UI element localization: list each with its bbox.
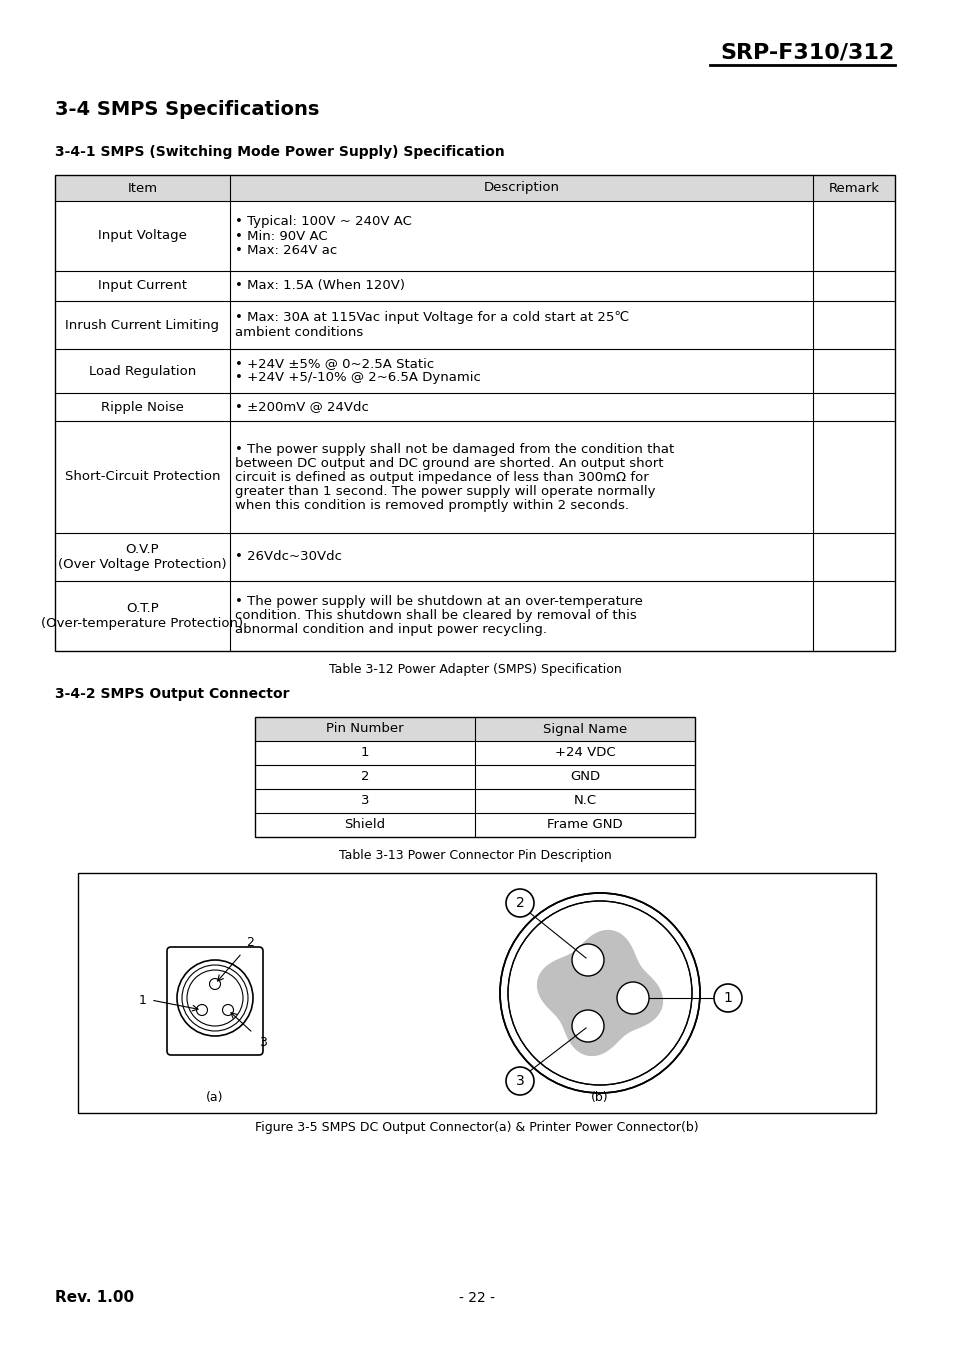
Text: (a): (a) [206, 1092, 224, 1104]
Text: 2: 2 [515, 896, 524, 910]
Text: GND: GND [569, 771, 599, 783]
Bar [78, 873, 875, 1112]
Text: circuit is defined as output impedance of less than 300mΩ for: circuit is defined as output impedance o… [234, 471, 648, 483]
Text: Short-Circuit Protection: Short-Circuit Protection [65, 471, 220, 483]
Bar [254, 717, 695, 741]
Text: greater than 1 second. The power supply will operate normally: greater than 1 second. The power supply … [234, 485, 655, 498]
Text: Input Current: Input Current [98, 279, 187, 293]
Text: Ripple Noise: Ripple Noise [101, 401, 184, 413]
Text: Table 3-13 Power Connector Pin Description: Table 3-13 Power Connector Pin Descripti… [338, 849, 611, 861]
Text: O.V.P
(Over Voltage Protection): O.V.P (Over Voltage Protection) [58, 543, 227, 571]
Text: • The power supply will be shutdown at an over-temperature: • The power supply will be shutdown at a… [234, 595, 642, 609]
Circle shape [505, 890, 534, 917]
Bar [254, 717, 695, 837]
Text: Remark: Remark [827, 181, 879, 194]
Bar [55, 176, 894, 201]
Text: • +24V +5/-10% @ 2~6.5A Dynamic: • +24V +5/-10% @ 2~6.5A Dynamic [234, 371, 480, 385]
Text: 3-4 SMPS Specifications: 3-4 SMPS Specifications [55, 100, 319, 119]
Text: (b): (b) [591, 1092, 608, 1104]
Text: • Max: 264V ac: • Max: 264V ac [234, 243, 337, 256]
Text: Item: Item [128, 181, 157, 194]
Circle shape [222, 1004, 233, 1015]
Circle shape [196, 1004, 208, 1015]
Text: • Typical: 100V ~ 240V AC: • Typical: 100V ~ 240V AC [234, 216, 412, 228]
Circle shape [505, 1066, 534, 1095]
Text: 3: 3 [360, 795, 369, 807]
Text: Frame GND: Frame GND [547, 818, 622, 832]
Text: 2: 2 [360, 771, 369, 783]
Text: abnormal condition and input power recycling.: abnormal condition and input power recyc… [234, 624, 546, 636]
Circle shape [510, 903, 689, 1083]
Text: Pin Number: Pin Number [326, 722, 403, 736]
Text: ambient conditions: ambient conditions [234, 325, 363, 339]
Text: - 22 -: - 22 - [458, 1291, 495, 1305]
Text: Figure 3-5 SMPS DC Output Connector(a) & Printer Power Connector(b): Figure 3-5 SMPS DC Output Connector(a) &… [254, 1122, 699, 1134]
Circle shape [617, 981, 648, 1014]
Text: 1: 1 [139, 994, 147, 1007]
Text: condition. This shutdown shall be cleared by removal of this: condition. This shutdown shall be cleare… [234, 609, 636, 622]
Text: • 26Vdc~30Vdc: • 26Vdc~30Vdc [234, 551, 341, 563]
Text: 1: 1 [722, 991, 732, 1004]
Text: between DC output and DC ground are shorted. An output short: between DC output and DC ground are shor… [234, 456, 662, 470]
Text: Signal Name: Signal Name [542, 722, 626, 736]
Text: 3: 3 [259, 1037, 267, 1049]
Text: 3: 3 [515, 1075, 524, 1088]
Text: • +24V ±5% @ 0~2.5A Static: • +24V ±5% @ 0~2.5A Static [234, 358, 434, 370]
Circle shape [572, 944, 603, 976]
Text: Load Regulation: Load Regulation [89, 364, 196, 378]
Text: Table 3-12 Power Adapter (SMPS) Specification: Table 3-12 Power Adapter (SMPS) Specific… [328, 663, 620, 675]
Text: Inrush Current Limiting: Inrush Current Limiting [66, 319, 219, 332]
Text: • Min: 90V AC: • Min: 90V AC [234, 230, 327, 243]
Text: 1: 1 [360, 747, 369, 760]
Circle shape [210, 979, 220, 990]
Circle shape [713, 984, 741, 1012]
Text: • Max: 30A at 115Vac input Voltage for a cold start at 25℃: • Max: 30A at 115Vac input Voltage for a… [234, 312, 629, 324]
Text: Input Voltage: Input Voltage [98, 230, 187, 243]
Text: Shield: Shield [344, 818, 385, 832]
Text: • The power supply shall not be damaged from the condition that: • The power supply shall not be damaged … [234, 443, 674, 455]
Text: Rev. 1.00: Rev. 1.00 [55, 1291, 134, 1305]
Text: • Max: 1.5A (When 120V): • Max: 1.5A (When 120V) [234, 279, 405, 293]
Text: SRP-F310/312: SRP-F310/312 [720, 42, 894, 62]
Text: 3-4-1 SMPS (Switching Mode Power Supply) Specification: 3-4-1 SMPS (Switching Mode Power Supply)… [55, 144, 504, 159]
FancyBboxPatch shape [167, 946, 263, 1054]
Text: when this condition is removed promptly within 2 seconds.: when this condition is removed promptly … [234, 498, 628, 512]
Circle shape [572, 1010, 603, 1042]
Text: 3-4-2 SMPS Output Connector: 3-4-2 SMPS Output Connector [55, 687, 289, 701]
Bar [55, 176, 894, 651]
Polygon shape [537, 930, 661, 1056]
Text: O.T.P
(Over-temperature Protection): O.T.P (Over-temperature Protection) [41, 602, 243, 630]
Text: Description: Description [483, 181, 558, 194]
Text: • ±200mV @ 24Vdc: • ±200mV @ 24Vdc [234, 401, 369, 413]
Text: 2: 2 [246, 937, 253, 949]
Text: N.C: N.C [573, 795, 596, 807]
Text: +24 VDC: +24 VDC [554, 747, 615, 760]
